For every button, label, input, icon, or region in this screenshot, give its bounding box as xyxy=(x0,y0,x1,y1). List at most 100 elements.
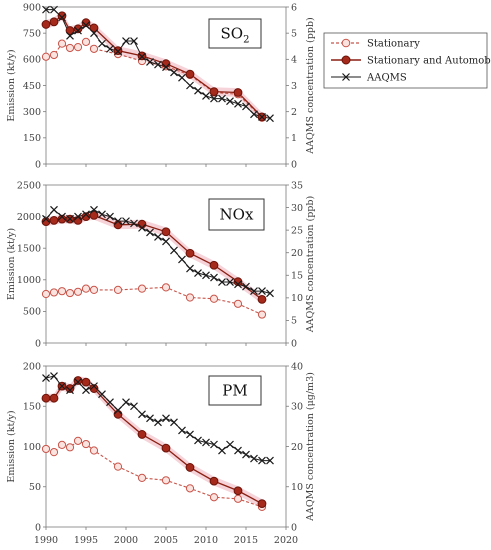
aaqms-point xyxy=(242,450,250,459)
right-tick-label: 35 xyxy=(291,180,303,191)
aaqms-point xyxy=(74,26,82,35)
x-tick-label: 1995 xyxy=(74,535,98,546)
aaqms-point xyxy=(162,237,170,246)
stationary-point xyxy=(233,494,243,503)
aaqms-point xyxy=(66,386,74,395)
right-tick-label: 40 xyxy=(291,361,303,372)
left-tick-label: 500 xyxy=(23,307,41,318)
stationary-point xyxy=(161,476,171,485)
stat-auto-point xyxy=(137,219,147,229)
legend: Stationary Stationary and Automobile AAQ… xyxy=(323,32,491,89)
aaqms-point xyxy=(130,219,138,228)
aaqms-point xyxy=(242,102,250,111)
right-tick-label: 20 xyxy=(291,248,303,259)
aaqms-point xyxy=(58,13,66,22)
right-tick-label: 10 xyxy=(291,482,303,493)
legend-item-stationary: Stationary xyxy=(331,39,420,50)
left-tick-label: 900 xyxy=(23,2,41,13)
right-tick-label: 25 xyxy=(291,225,303,236)
stat-auto-point xyxy=(209,476,219,486)
panel-label: SO2 xyxy=(221,25,250,46)
left-tick-label: 50 xyxy=(29,482,41,493)
aaqms-point xyxy=(202,92,210,100)
aaqms-point xyxy=(122,37,130,45)
stationary-point xyxy=(65,43,75,53)
stationary-point xyxy=(65,288,75,298)
aaqms-point xyxy=(210,440,218,449)
aaqms-point xyxy=(154,232,162,241)
aaqms-point xyxy=(106,398,114,407)
panel-label-box xyxy=(208,198,265,231)
aaqms-point xyxy=(266,114,274,123)
right-tick-label: 4 xyxy=(291,55,297,66)
stationary-point xyxy=(49,50,59,60)
aaqms-point xyxy=(42,214,50,223)
stationary-point xyxy=(81,37,91,46)
left-tick-label: 600 xyxy=(23,55,41,66)
stat-auto-point xyxy=(257,294,267,304)
aaqms-point xyxy=(66,214,74,223)
stationary-point xyxy=(209,294,219,303)
stationary-point xyxy=(185,293,195,302)
stationary-point xyxy=(137,284,147,293)
aaqms-point xyxy=(146,228,154,237)
aaqms-point xyxy=(226,97,234,106)
stat-auto-point xyxy=(49,393,59,403)
aaqms-point xyxy=(258,456,266,465)
stationary-point xyxy=(49,288,59,297)
panel-label: PM xyxy=(222,382,247,400)
aaqms-point xyxy=(74,378,82,387)
stationary-point xyxy=(81,439,91,449)
aaqms-point xyxy=(138,223,146,232)
aaqms-point xyxy=(218,278,226,286)
aaqms-point xyxy=(114,406,122,415)
stationary-point xyxy=(73,436,83,445)
stationary-point xyxy=(89,446,99,455)
aaqms-point xyxy=(114,217,122,226)
right-tick-label: 30 xyxy=(291,203,303,214)
stationary-point xyxy=(113,285,123,295)
stat-auto-point xyxy=(233,88,243,97)
right-tick-label: 3 xyxy=(291,81,297,92)
aaqms-point xyxy=(210,94,218,103)
stat-auto-band xyxy=(46,375,262,509)
aaqms-point xyxy=(130,37,138,45)
stat-auto-point xyxy=(233,486,243,496)
stat-auto-point xyxy=(137,430,147,439)
series-stationary-line xyxy=(45,41,263,119)
aaqms-point xyxy=(194,436,202,445)
stat-auto-point xyxy=(257,499,267,509)
panel-nox: 0 500 1000 1500 2000 2500 0 5 10 15 20 25 30 35 Emissi… xyxy=(6,180,316,349)
aaqms-point xyxy=(218,446,226,455)
aaqms-point xyxy=(82,210,90,219)
aaqms-point xyxy=(178,426,186,435)
aaqms-point xyxy=(186,430,194,439)
stationary-point xyxy=(65,443,75,452)
aaqms-point xyxy=(194,86,202,95)
stationary-point xyxy=(41,52,51,61)
legend-item-stat-auto: Stationary and Automobile xyxy=(331,55,491,67)
left-tick-label: 1500 xyxy=(17,244,41,255)
left-tick-label: 200 xyxy=(23,361,41,372)
stationary-point xyxy=(257,310,267,319)
left-tick-label: 2000 xyxy=(17,212,41,223)
stationary-point xyxy=(41,444,51,454)
aaqms-point xyxy=(154,418,162,427)
x-tick-label: 1990 xyxy=(34,535,58,546)
aaqms-point xyxy=(194,269,202,277)
aaqms-point xyxy=(130,402,138,411)
aaqms-point xyxy=(90,29,98,38)
stat-auto-point xyxy=(73,24,83,34)
aaqms-point xyxy=(178,255,186,264)
left-tick-label: 100 xyxy=(23,442,41,453)
right-tick-label: 5 xyxy=(291,316,297,327)
aaqms-point xyxy=(82,386,90,395)
right-axis-label: AAQMS concentration (ppb) xyxy=(305,17,316,154)
right-tick-label: 0 xyxy=(291,522,297,533)
stationary-point xyxy=(57,39,67,48)
aaqms-point xyxy=(250,454,258,463)
aaqms-point xyxy=(218,94,226,103)
stat-auto-point xyxy=(161,443,171,453)
stationary-point xyxy=(233,299,243,308)
stationary-point xyxy=(41,289,51,299)
